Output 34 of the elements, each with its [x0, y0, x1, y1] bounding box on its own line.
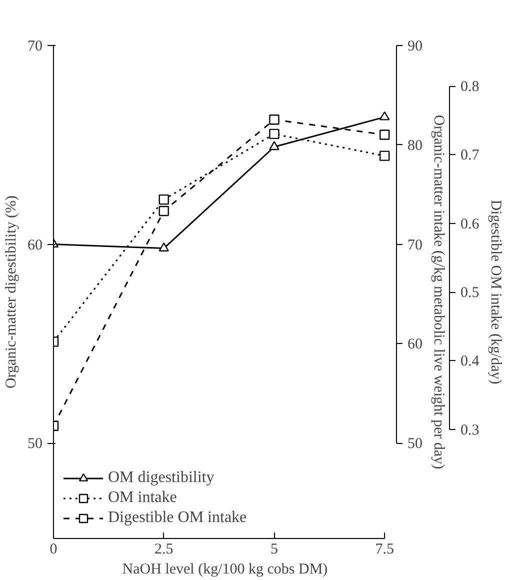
point — [269, 114, 280, 125]
y-axis-title: Organic-matter digestibility (%) — [4, 195, 20, 388]
y2-axis-title: Organic-matter intake (g/kg metabolic live weight per day) — [430, 114, 446, 470]
y2-tick-label: 70 — [408, 237, 422, 254]
point — [379, 150, 390, 161]
y2-tick-label: 80 — [408, 138, 422, 154]
x-axis-title: NaOH level (kg/100 kg cobs DM) — [122, 562, 328, 578]
y3-tick-label: 0.5 — [460, 285, 480, 301]
x-tick-label: 2.5 — [154, 542, 174, 558]
y-tick-label: 50 — [28, 436, 42, 452]
legend-label: OM intake — [108, 489, 177, 507]
y-tick-label: 60 — [28, 237, 42, 254]
y3-tick-label: 0.8 — [460, 79, 480, 96]
point — [379, 130, 390, 140]
y3-tick-label: 0.7 — [460, 148, 480, 164]
x-tick-label: 5 — [270, 542, 278, 558]
legend-label: OM digestibility — [108, 469, 214, 487]
y3-tick-label: 0.3 — [460, 422, 480, 438]
y3-axis-title: Digestible OM intake (kg/day) — [487, 200, 504, 384]
x-tick-label: 7.5 — [375, 542, 394, 558]
point — [269, 128, 280, 140]
point — [269, 141, 280, 150]
legend-label: Digestible OM intake — [108, 509, 247, 527]
point — [158, 206, 169, 216]
y3-tick-label: 0.6 — [460, 216, 480, 232]
point — [158, 194, 169, 205]
point — [379, 111, 390, 120]
y2-tick-label: 50 — [408, 436, 422, 452]
y-tick-label: 70 — [28, 38, 42, 54]
y3-tick-label: 0.4 — [460, 354, 480, 370]
point — [158, 242, 169, 252]
x-tick-label: 0 — [50, 542, 58, 558]
y2-tick-label: 60 — [408, 336, 422, 353]
y2-tick-label: 90 — [408, 38, 422, 54]
